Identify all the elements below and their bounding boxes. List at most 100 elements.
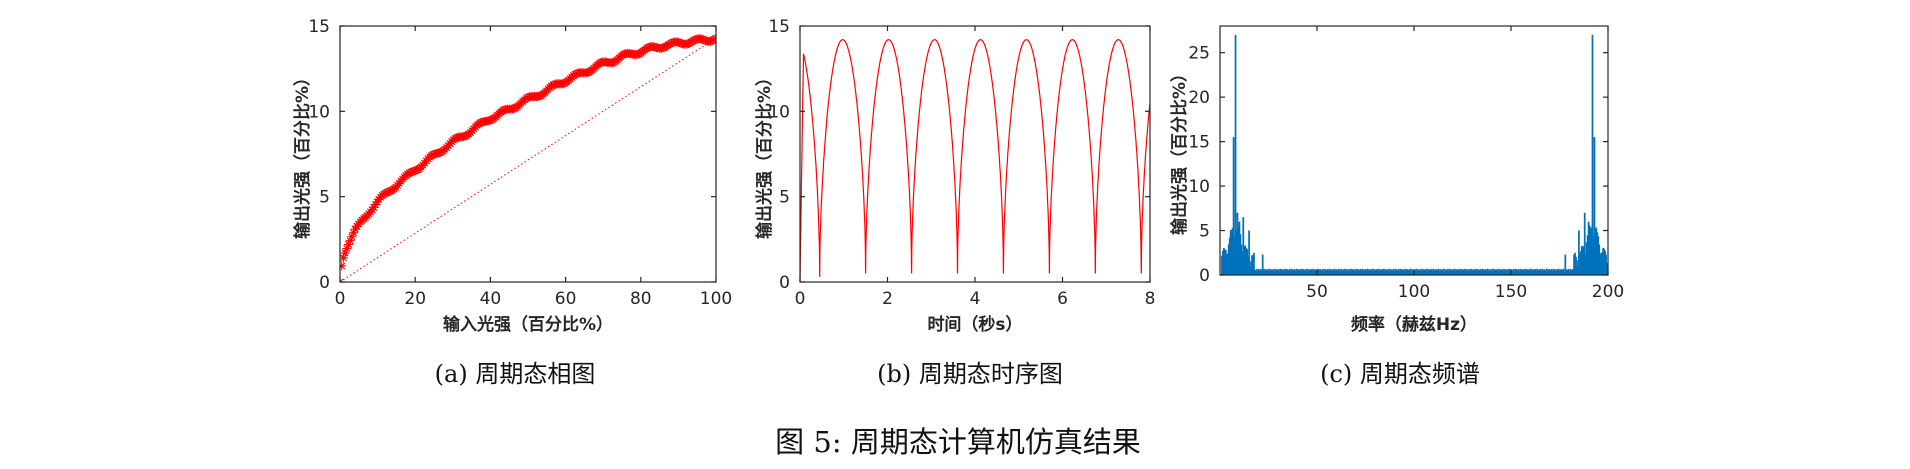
bar bbox=[1223, 249, 1226, 275]
data-point bbox=[409, 166, 419, 176]
bar bbox=[1396, 269, 1399, 275]
bar bbox=[1223, 247, 1225, 275]
bar bbox=[1364, 269, 1367, 275]
bar bbox=[1461, 269, 1464, 275]
bar bbox=[1447, 268, 1449, 275]
bar bbox=[1313, 270, 1315, 275]
bar bbox=[1403, 270, 1406, 275]
bar bbox=[1344, 271, 1347, 275]
axes-frame bbox=[339, 25, 717, 283]
bar bbox=[1569, 268, 1572, 275]
bar bbox=[1556, 270, 1559, 275]
data-point bbox=[350, 224, 360, 234]
x-axis-label: 输入光强（百分比%） bbox=[443, 314, 613, 335]
bar bbox=[1449, 270, 1452, 275]
bar-series bbox=[1221, 34, 1608, 275]
x-tick-label: 100 bbox=[1398, 282, 1430, 302]
bar bbox=[1371, 268, 1374, 275]
bar bbox=[1286, 269, 1288, 275]
bar bbox=[1475, 268, 1477, 275]
bar bbox=[1393, 271, 1396, 275]
bar bbox=[1355, 271, 1358, 275]
y-axis-label: 输出光强（百分比%） bbox=[1169, 65, 1190, 235]
data-point bbox=[406, 167, 416, 177]
bar bbox=[1243, 246, 1246, 275]
x-tick-label: 0 bbox=[335, 289, 346, 309]
bar bbox=[1453, 268, 1456, 275]
y-tick-label: 0 bbox=[1199, 266, 1210, 286]
bar bbox=[1417, 270, 1419, 275]
bar bbox=[1365, 270, 1368, 275]
bar bbox=[1563, 271, 1566, 275]
bar bbox=[1418, 269, 1421, 275]
bar bbox=[1499, 269, 1502, 275]
bar bbox=[1603, 248, 1605, 275]
y-tick-label: 25 bbox=[1188, 44, 1210, 64]
bar bbox=[1392, 268, 1395, 275]
bar bbox=[1391, 270, 1394, 275]
bar bbox=[1291, 270, 1294, 275]
bar bbox=[1438, 270, 1441, 275]
bar bbox=[1238, 221, 1241, 275]
bar bbox=[1338, 268, 1341, 275]
bar bbox=[1481, 271, 1483, 275]
bar bbox=[1264, 269, 1267, 275]
series-line bbox=[800, 39, 1150, 282]
bar bbox=[1436, 270, 1439, 275]
bar bbox=[1433, 270, 1436, 275]
bar bbox=[1322, 271, 1325, 275]
y-tick-label: 5 bbox=[779, 188, 790, 208]
bar bbox=[1271, 269, 1274, 275]
bar bbox=[1299, 270, 1302, 275]
bar bbox=[1516, 269, 1519, 275]
bar bbox=[1288, 269, 1290, 275]
x-tick-label: 6 bbox=[1057, 289, 1068, 309]
bar bbox=[1605, 254, 1607, 275]
bar bbox=[1370, 270, 1373, 275]
bar bbox=[1319, 269, 1321, 275]
bar bbox=[1377, 271, 1379, 275]
caption-c: (c) 周期态频谱 bbox=[1320, 360, 1480, 388]
bar bbox=[1274, 268, 1277, 275]
bar bbox=[1284, 268, 1286, 275]
bar bbox=[1340, 268, 1343, 275]
data-point bbox=[675, 38, 685, 48]
panel-a-phase-plot: 0 20 40 60 80 100 0 5 10 15 输入光强（百分比%） 输出光强（百分比%） bbox=[292, 17, 732, 335]
bar bbox=[1411, 268, 1413, 275]
x-axis-label: 频率（赫兹Hz） bbox=[1351, 314, 1477, 335]
bar bbox=[1545, 270, 1547, 275]
reference-line bbox=[340, 37, 716, 282]
bar bbox=[1234, 34, 1237, 275]
plot-area bbox=[1221, 34, 1608, 275]
bar bbox=[1550, 268, 1553, 275]
bar bbox=[1244, 245, 1247, 275]
bar bbox=[1407, 269, 1410, 275]
axes-frame bbox=[799, 25, 1151, 283]
bar bbox=[1354, 268, 1357, 275]
bar bbox=[1419, 270, 1422, 275]
data-point bbox=[486, 115, 496, 125]
bar bbox=[1474, 270, 1476, 275]
bar bbox=[1519, 268, 1522, 275]
bar bbox=[1349, 270, 1351, 275]
bar bbox=[1486, 268, 1489, 275]
y-tick-label: 15 bbox=[768, 17, 790, 37]
bar bbox=[1533, 269, 1536, 275]
data-point bbox=[475, 118, 485, 128]
bar bbox=[1602, 247, 1605, 275]
bar bbox=[1233, 236, 1236, 275]
y-tick-label: 5 bbox=[319, 188, 330, 208]
bar bbox=[1469, 270, 1472, 275]
bar bbox=[1502, 271, 1505, 275]
bar bbox=[1236, 212, 1239, 275]
bar bbox=[1342, 269, 1345, 275]
bar bbox=[1363, 269, 1366, 275]
bar bbox=[1559, 269, 1562, 275]
bar bbox=[1568, 271, 1571, 275]
bar bbox=[1259, 269, 1262, 275]
bar bbox=[1337, 270, 1340, 275]
bar bbox=[1495, 270, 1498, 275]
data-point bbox=[697, 34, 707, 44]
bar bbox=[1463, 268, 1466, 275]
bar bbox=[1508, 268, 1510, 275]
